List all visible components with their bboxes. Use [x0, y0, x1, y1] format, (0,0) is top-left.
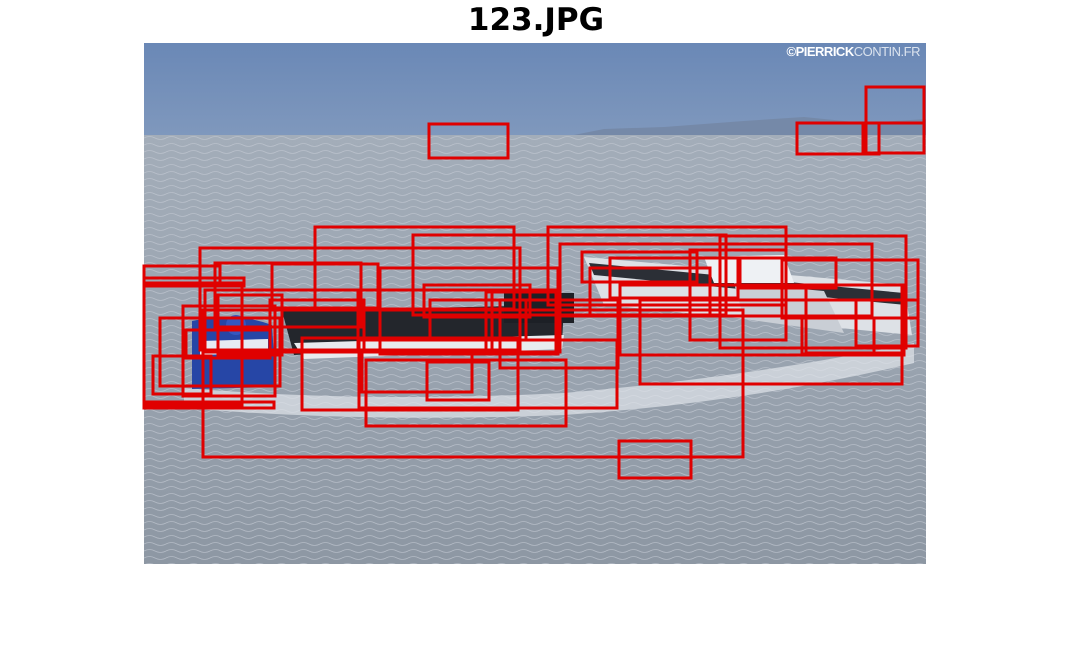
photo: ©PIERRICKCONTIN.FR [144, 43, 926, 564]
photo-scene [144, 43, 926, 564]
figure-title: 123.JPG [467, 2, 605, 38]
spectator-boat [192, 315, 276, 389]
photo-watermark: ©PIERRICKCONTIN.FR [786, 44, 921, 59]
